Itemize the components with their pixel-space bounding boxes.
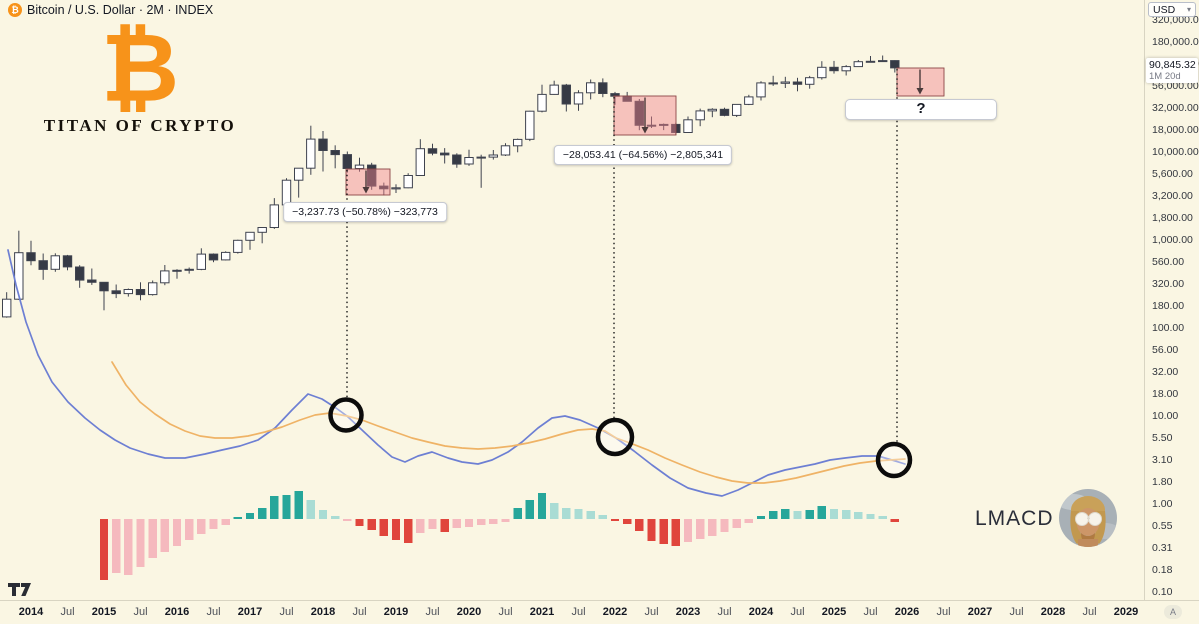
price-scale-label: 18,000.00 <box>1152 124 1199 136</box>
price-scale-label: 32.00 <box>1152 366 1179 378</box>
time-scale-label: Jul <box>206 606 221 618</box>
time-scale-label: Jul <box>644 606 659 618</box>
price-scale-label: 180,000.00 <box>1152 36 1199 48</box>
current-price-tag: 90,845.32 1M 20d <box>1146 58 1198 83</box>
price-scale-label: 1.00 <box>1152 498 1173 510</box>
time-scale-label: Jul <box>279 606 294 618</box>
time-scale-label: Jul <box>425 606 440 618</box>
time-scale[interactable]: A 2014 Jul 2015 Jul 2016 Jul 2017 Jul 2018 Jul 201… <box>0 600 1199 624</box>
time-scale-label: 2016 <box>164 606 190 618</box>
price-scale-label: 10.00 <box>1152 410 1179 422</box>
price-scale-label: 560.00 <box>1152 256 1185 268</box>
currency-selector-button[interactable]: USD ▾ <box>1148 2 1196 17</box>
time-scale-label: Jul <box>863 606 878 618</box>
time-scale-label: 2026 <box>894 606 920 618</box>
currency-label: USD <box>1153 3 1176 16</box>
time-scale-label: Jul <box>133 606 148 618</box>
price-scale-label: 100.00 <box>1152 322 1185 334</box>
measure-label-2018[interactable]: −3,237.73 (−50.78%) −323,773 <box>283 202 447 222</box>
price-scale-label: 1,000.00 <box>1152 234 1193 246</box>
time-scale-label: 2027 <box>967 606 993 618</box>
avatar <box>1059 489 1117 547</box>
price-scale-label: 1.80 <box>1152 476 1173 488</box>
time-scale-label: 2028 <box>1040 606 1066 618</box>
time-scale-label: 2025 <box>821 606 847 618</box>
time-scale-label: Jul <box>571 606 586 618</box>
price-scale[interactable]: USD ▾ 90,845.32 1M 20d 320,000.00 180,000… <box>1144 0 1199 600</box>
time-scale-label: Jul <box>717 606 732 618</box>
price-chart-canvas[interactable] <box>0 0 1144 600</box>
time-scale-label: Jul <box>498 606 513 618</box>
price-scale-label: 32,000.00 <box>1152 102 1199 114</box>
chevron-down-icon: ▾ <box>1186 5 1191 14</box>
price-scale-label: 3.10 <box>1152 454 1173 466</box>
symbol-header: ₿ Bitcoin / U.S. Dollar · 2M · INDEX <box>8 2 213 18</box>
auto-scale-button[interactable]: A <box>1164 605 1182 619</box>
time-scale-label: 2029 <box>1113 606 1139 618</box>
price-scale-label: 320,000.00 <box>1152 14 1199 26</box>
price-scale-label: 5.50 <box>1152 432 1173 444</box>
measure-label-2022[interactable]: −28,053.41 (−64.56%) −2,805,341 <box>553 145 733 165</box>
price-scale-label: 0.10 <box>1152 586 1173 598</box>
price-scale-label: 18.00 <box>1152 388 1179 400</box>
bar-countdown: 1M 20d <box>1149 71 1181 82</box>
bitcoin-icon: ₿ <box>8 3 22 17</box>
price-scale-label: 10,000.00 <box>1152 146 1199 158</box>
time-scale-label: Jul <box>936 606 951 618</box>
time-scale-label: 2021 <box>529 606 555 618</box>
price-scale-label: 180.00 <box>1152 300 1185 312</box>
time-scale-label: 2019 <box>383 606 409 618</box>
lmacd-indicator-label: LMACD <box>975 507 1054 530</box>
price-scale-label: 5,600.00 <box>1152 168 1193 180</box>
price-scale-label: 56.00 <box>1152 344 1179 356</box>
tradingview-logo[interactable] <box>8 583 32 602</box>
time-scale-label: 2017 <box>237 606 263 618</box>
time-scale-label: 2018 <box>310 606 336 618</box>
time-scale-label: 2014 <box>18 606 44 618</box>
price-scale-label: 320.00 <box>1152 278 1185 290</box>
time-scale-label: 2024 <box>748 606 774 618</box>
time-scale-label: Jul <box>1082 606 1097 618</box>
symbol-title[interactable]: Bitcoin / U.S. Dollar · 2M · INDEX <box>27 3 214 17</box>
price-scale-label: 0.31 <box>1152 542 1173 554</box>
price-scale-label: 0.18 <box>1152 564 1173 576</box>
time-scale-label: Jul <box>60 606 75 618</box>
time-scale-label: 2020 <box>456 606 482 618</box>
time-scale-label: Jul <box>1009 606 1024 618</box>
price-scale-label: 0.55 <box>1152 520 1173 532</box>
time-scale-label: 2023 <box>675 606 701 618</box>
time-scale-label: Jul <box>790 606 805 618</box>
time-scale-label: 2015 <box>91 606 117 618</box>
price-scale-label: 56,000.00 <box>1152 80 1199 92</box>
price-scale-label: 1,800.00 <box>1152 212 1193 224</box>
time-scale-label: 2022 <box>602 606 628 618</box>
projection-question-label[interactable]: ? <box>845 99 997 120</box>
current-price: 90,845.32 <box>1149 59 1196 71</box>
price-scale-label: 3,200.00 <box>1152 190 1193 202</box>
time-scale-label: Jul <box>352 606 367 618</box>
